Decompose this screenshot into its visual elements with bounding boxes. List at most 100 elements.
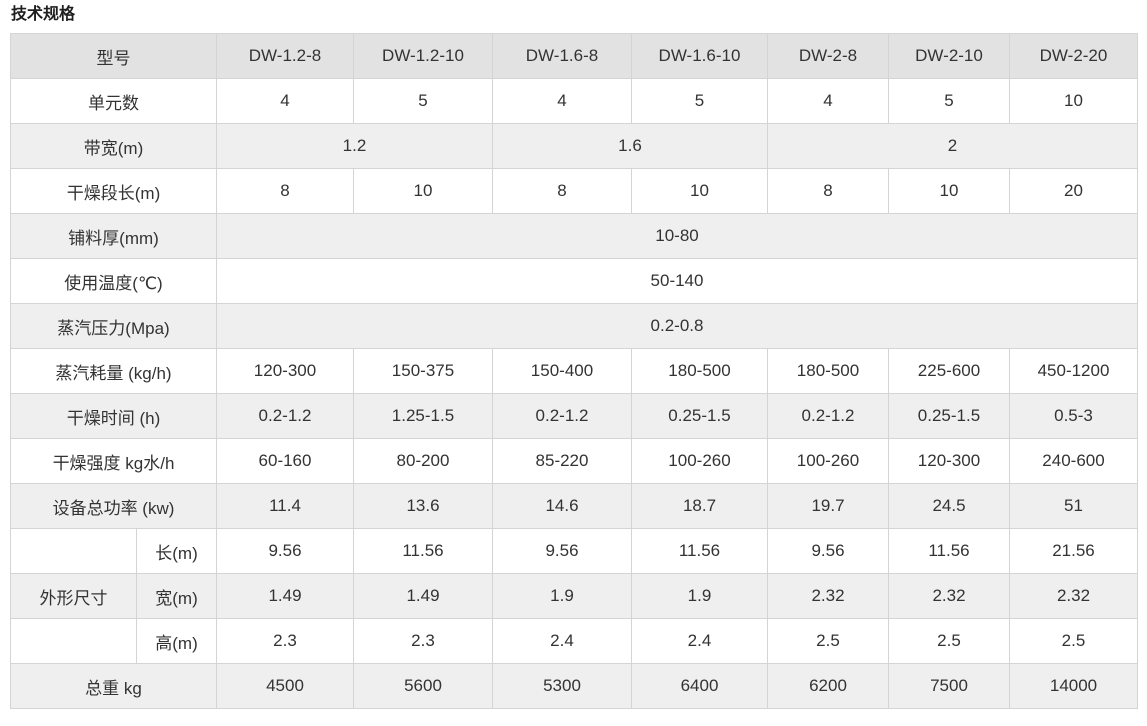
row-total-power-value: 19.7 bbox=[767, 483, 889, 529]
row-drying-time-value: 0.2-1.2 bbox=[767, 393, 889, 439]
row-unit-count-value: 5 bbox=[353, 78, 493, 124]
row-steam-consumption-value: 120-300 bbox=[216, 348, 354, 394]
row-unit-count-value: 10 bbox=[1009, 78, 1138, 124]
row-steam-pressure: 蒸汽压力(Mpa) 0.2-0.8 bbox=[10, 303, 1138, 349]
row-dimension-length-value: 21.56 bbox=[1009, 528, 1138, 574]
row-drying-section-length-value: 20 bbox=[1009, 168, 1138, 214]
row-drying-section-length-value: 8 bbox=[216, 168, 354, 214]
row-belt-width: 带宽(m) 1.2 1.6 2 bbox=[10, 123, 1138, 169]
model-header-cell: DW-1.6-8 bbox=[492, 33, 632, 79]
row-drying-intensity-label: 干燥强度 kg水/h bbox=[10, 438, 217, 484]
row-dimension-width-value: 2.32 bbox=[1009, 573, 1138, 619]
row-belt-width-value: 1.6 bbox=[492, 123, 768, 169]
row-drying-intensity-value: 60-160 bbox=[216, 438, 354, 484]
model-header-cell: DW-2-10 bbox=[888, 33, 1010, 79]
row-unit-count-value: 4 bbox=[216, 78, 354, 124]
row-belt-width-value: 2 bbox=[767, 123, 1138, 169]
spec-table-body: 型号 DW-1.2-8 DW-1.2-10 DW-1.6-8 DW-1.6-10 DW-2… bbox=[10, 33, 1138, 709]
page-title: 技术规格 bbox=[11, 6, 76, 23]
row-unit-count-value: 5 bbox=[631, 78, 768, 124]
row-total-power-value: 11.4 bbox=[216, 483, 354, 529]
row-steam-consumption-value: 180-500 bbox=[631, 348, 768, 394]
row-drying-time-value: 0.25-1.5 bbox=[631, 393, 768, 439]
row-steam-consumption-value: 450-1200 bbox=[1009, 348, 1138, 394]
row-material-thickness: 铺料厚(mm) 10-80 bbox=[10, 213, 1138, 259]
row-drying-intensity-value: 100-260 bbox=[631, 438, 768, 484]
row-total-weight: 总重 kg 4500 5600 5300 6400 6200 7500 14000 bbox=[10, 663, 1138, 709]
row-unit-count: 单元数 4 5 4 5 4 5 10 bbox=[10, 78, 1138, 124]
row-material-thickness-label: 铺料厚(mm) bbox=[10, 213, 217, 259]
header-row: 型号 DW-1.2-8 DW-1.2-10 DW-1.6-8 DW-1.6-10 DW-2… bbox=[10, 33, 1138, 79]
row-belt-width-label: 带宽(m) bbox=[10, 123, 217, 169]
row-dimension-width-label: 外形尺寸 bbox=[10, 573, 137, 619]
row-steam-consumption-value: 150-400 bbox=[492, 348, 632, 394]
row-drying-section-length-value: 10 bbox=[888, 168, 1010, 214]
row-steam-consumption: 蒸汽耗量 (kg/h) 120-300 150-375 150-400 180-500 1… bbox=[10, 348, 1138, 394]
row-dimension-length: 长(m) 9.56 11.56 9.56 11.56 9.56 11.56 21.56 bbox=[10, 528, 1138, 574]
model-header-cell: DW-1.2-8 bbox=[216, 33, 354, 79]
row-drying-intensity-value: 85-220 bbox=[492, 438, 632, 484]
row-drying-time: 干燥时间 (h) 0.2-1.2 1.25-1.5 0.2-1.2 0.25-1.5 0.… bbox=[10, 393, 1138, 439]
row-total-power-value: 18.7 bbox=[631, 483, 768, 529]
row-drying-intensity-value: 240-600 bbox=[1009, 438, 1138, 484]
row-steam-pressure-label: 蒸汽压力(Mpa) bbox=[10, 303, 217, 349]
row-drying-section-length-value: 10 bbox=[353, 168, 493, 214]
row-unit-count-value: 5 bbox=[888, 78, 1010, 124]
row-total-weight-value: 14000 bbox=[1009, 663, 1138, 709]
row-material-thickness-value: 10-80 bbox=[216, 213, 1138, 259]
model-header-cell: DW-2-8 bbox=[767, 33, 889, 79]
row-unit-count-value: 4 bbox=[767, 78, 889, 124]
row-dimension-length-value: 11.56 bbox=[353, 528, 493, 574]
row-dimension-width-value: 1.49 bbox=[353, 573, 493, 619]
row-dimension-width-value: 1.9 bbox=[631, 573, 768, 619]
row-dimension-height-value: 2.4 bbox=[492, 618, 632, 664]
row-dimension-width-label: 宽(m) bbox=[136, 573, 217, 619]
row-dimension-width-value: 1.49 bbox=[216, 573, 354, 619]
row-dimension-width-value: 1.9 bbox=[492, 573, 632, 619]
row-dimension-height-value: 2.4 bbox=[631, 618, 768, 664]
row-drying-time-value: 0.25-1.5 bbox=[888, 393, 1010, 439]
row-drying-time-value: 0.2-1.2 bbox=[492, 393, 632, 439]
row-dimension-height-value: 2.3 bbox=[216, 618, 354, 664]
row-operating-temperature-value: 50-140 bbox=[216, 258, 1138, 304]
row-total-power-label: 设备总功率 (kw) bbox=[10, 483, 217, 529]
row-drying-intensity-value: 100-260 bbox=[767, 438, 889, 484]
row-total-power-value: 14.6 bbox=[492, 483, 632, 529]
row-total-power-value: 13.6 bbox=[353, 483, 493, 529]
row-steam-consumption-label: 蒸汽耗量 (kg/h) bbox=[10, 348, 217, 394]
row-steam-consumption-value: 225-600 bbox=[888, 348, 1010, 394]
row-steam-consumption-value: 150-375 bbox=[353, 348, 493, 394]
row-operating-temperature: 使用温度(℃) 50-140 bbox=[10, 258, 1138, 304]
row-total-weight-value: 6400 bbox=[631, 663, 768, 709]
row-total-weight-value: 4500 bbox=[216, 663, 354, 709]
row-drying-section-length: 干燥段长(m) 8 10 8 10 8 10 20 bbox=[10, 168, 1138, 214]
row-drying-section-length-value: 8 bbox=[767, 168, 889, 214]
model-header-cell: DW-1.2-10 bbox=[353, 33, 493, 79]
row-dimension-height-value: 2.5 bbox=[767, 618, 889, 664]
row-dimension-length-value: 9.56 bbox=[216, 528, 354, 574]
row-drying-time-label: 干燥时间 (h) bbox=[10, 393, 217, 439]
row-dimension-length-value: 9.56 bbox=[492, 528, 632, 574]
row-drying-intensity-value: 80-200 bbox=[353, 438, 493, 484]
row-drying-time-value: 0.5-3 bbox=[1009, 393, 1138, 439]
row-belt-width-value: 1.2 bbox=[216, 123, 493, 169]
spec-table: 型号 DW-1.2-8 DW-1.2-10 DW-1.6-8 DW-1.6-10 DW-2… bbox=[10, 33, 1138, 709]
row-dimension-height: 高(m) 2.3 2.3 2.4 2.4 2.5 2.5 2.5 bbox=[10, 618, 1138, 664]
row-total-weight-value: 5300 bbox=[492, 663, 632, 709]
row-total-power-value: 24.5 bbox=[888, 483, 1010, 529]
row-dimension-width: 外形尺寸 宽(m) 1.49 1.49 1.9 1.9 2.32 2.32 2.32 bbox=[10, 573, 1138, 619]
row-total-power: 设备总功率 (kw) 11.4 13.6 14.6 18.7 19.7 24.5 51 bbox=[10, 483, 1138, 529]
row-steam-consumption-value: 180-500 bbox=[767, 348, 889, 394]
row-drying-section-length-value: 8 bbox=[492, 168, 632, 214]
row-total-weight-label: 总重 kg bbox=[10, 663, 217, 709]
row-total-weight-value: 6200 bbox=[767, 663, 889, 709]
row-dimension-length-value: 9.56 bbox=[767, 528, 889, 574]
row-steam-pressure-value: 0.2-0.8 bbox=[216, 303, 1138, 349]
row-drying-intensity: 干燥强度 kg水/h 60-160 80-200 85-220 100-260 100-2… bbox=[10, 438, 1138, 484]
row-dimension-height-value: 2.5 bbox=[1009, 618, 1138, 664]
row-unit-count-label: 单元数 bbox=[10, 78, 217, 124]
row-drying-time-value: 1.25-1.5 bbox=[353, 393, 493, 439]
model-header-cell: DW-1.6-10 bbox=[631, 33, 768, 79]
row-dimension-length-label bbox=[10, 528, 137, 574]
row-drying-section-length-value: 10 bbox=[631, 168, 768, 214]
